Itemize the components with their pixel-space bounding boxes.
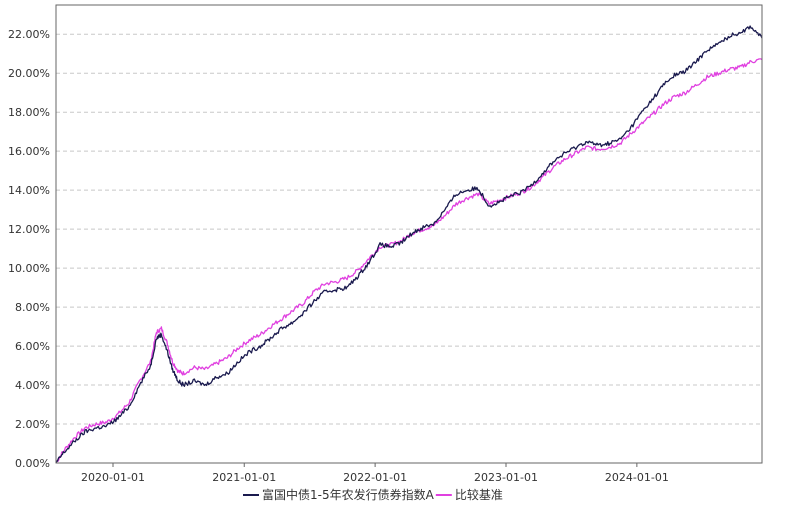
x-axis-ticks: 2020-01-01 2021-01-01 2022-01-01 2023-01-01… [81, 463, 669, 484]
y-tick-label: 16.00% [8, 145, 50, 158]
series-line-0 [55, 25, 763, 464]
x-tick-label: 2023-01-01 [474, 471, 538, 484]
plot-frame [55, 4, 763, 464]
y-tick-label: 10.00% [8, 262, 50, 275]
y-axis-ticks: 0.00% 2.00% 4.00% 6.00% 8.00% 10.00% 12.00% 14.… [8, 28, 50, 470]
y-tick-label: 18.00% [8, 106, 50, 119]
x-tick-label: 2024-01-01 [605, 471, 669, 484]
x-tick-label: 2022-01-01 [343, 471, 407, 484]
x-tick-label: 2020-01-01 [81, 471, 145, 484]
y-tick-label: 4.00% [15, 379, 50, 392]
series-line-1 [55, 58, 763, 464]
x-tick-label: 2021-01-01 [212, 471, 276, 484]
y-tick-label: 14.00% [8, 184, 50, 197]
y-tick-label: 22.00% [8, 28, 50, 41]
y-tick-label: 8.00% [15, 301, 50, 314]
series-lines [55, 25, 763, 464]
legend-label-1: 比较基准 [455, 487, 503, 502]
y-tick-label: 12.00% [8, 223, 50, 236]
y-tick-label: 0.00% [15, 457, 50, 470]
grid-lines [56, 33, 762, 425]
legend-label-0: 富国中债1-5年农发行债券指数A [262, 487, 435, 502]
legend: 富国中债1-5年农发行债券指数A 比较基准 [243, 487, 503, 502]
y-tick-label: 20.00% [8, 67, 50, 80]
y-tick-label: 2.00% [15, 418, 50, 431]
y-tick-label: 6.00% [15, 340, 50, 353]
